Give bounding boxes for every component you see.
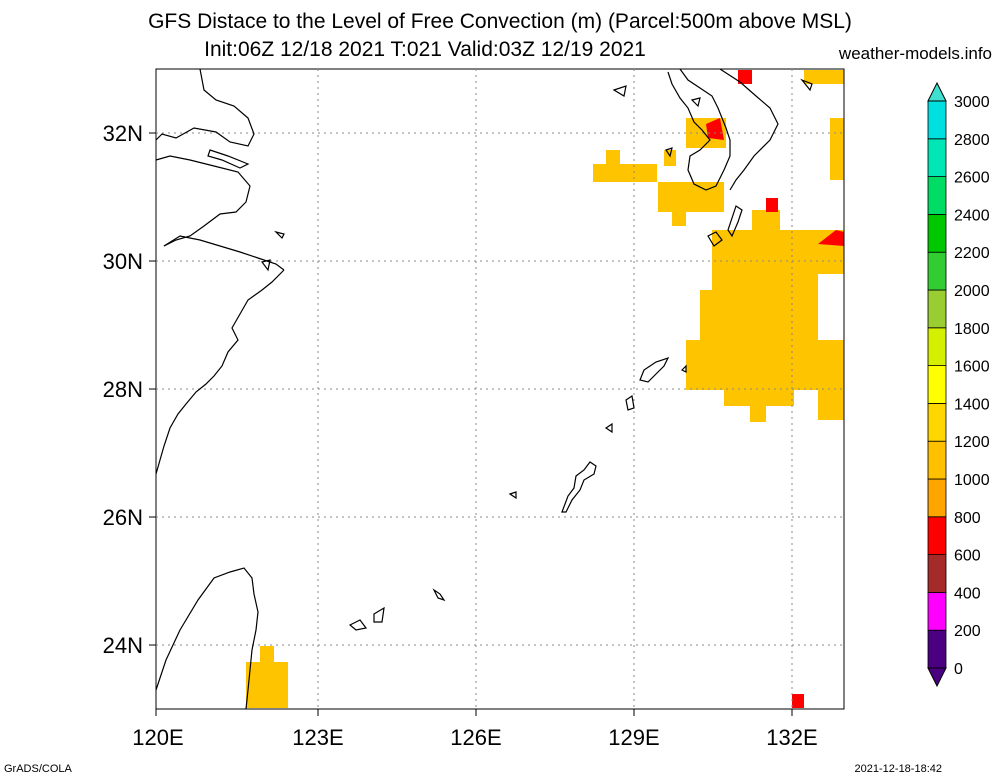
shade-area [664, 150, 676, 166]
colorbar-label: 1400 [954, 396, 990, 413]
shade-area [818, 230, 844, 246]
colorbar-label: 200 [954, 623, 981, 640]
lat-label: 32N [103, 121, 143, 146]
title-line1: GFS Distace to the Level of Free Convect… [148, 10, 852, 33]
title-line2: Init:06Z 12/18 2021 T:021 Valid:03Z 12/1… [204, 38, 646, 61]
footer-credit: GrADS/COLA [4, 763, 72, 775]
shade-area [738, 70, 752, 84]
colorbar: 0 200 400 600 800 1000 1200 1400 1600 1800 2000 220… [927, 81, 990, 688]
shade-area [686, 340, 844, 390]
shade-area [593, 164, 657, 182]
colorbar-label: 2400 [954, 207, 990, 224]
shade-area [658, 182, 724, 212]
colorbar-label: 800 [954, 510, 981, 527]
shade-area [792, 694, 804, 708]
shade-area [724, 390, 794, 406]
colorbar-label: 1000 [954, 472, 990, 489]
colorbar-band [927, 554, 947, 593]
shade-area [672, 212, 686, 226]
shade-area [818, 248, 844, 274]
shade-area [606, 150, 620, 166]
colorbar-band [927, 402, 947, 442]
colorbar-band [927, 365, 947, 404]
shade-area [780, 230, 844, 248]
shade-area [706, 118, 724, 140]
lon-label: 126E [450, 725, 501, 750]
colorbar-band [927, 138, 947, 178]
colorbar-band [927, 478, 947, 518]
colorbar-band [927, 592, 947, 631]
shade-area [700, 290, 818, 340]
shade-area [246, 662, 288, 708]
shade-area [830, 118, 844, 180]
colorbar-label: 1800 [954, 321, 990, 338]
lat-label: 24N [103, 633, 143, 658]
shade-area [804, 70, 844, 84]
colorbar-label: 3000 [954, 94, 990, 111]
lat-label: 30N [103, 249, 143, 274]
colorbar-band [927, 100, 947, 140]
shade-area [766, 198, 778, 212]
shade-area [260, 646, 274, 664]
footer-timestamp: 2021-12-18-18:42 [854, 763, 942, 775]
ticks [149, 132, 793, 716]
shade-area [752, 210, 780, 232]
colorbar-band [927, 289, 947, 329]
colorbar-band [927, 251, 947, 291]
lon-label: 132E [766, 725, 817, 750]
lat-label: 28N [103, 377, 143, 402]
colorbar-band [927, 629, 947, 669]
colorbar-label: 2200 [954, 245, 990, 262]
colorbar-band [927, 440, 947, 480]
colorbar-label: 1600 [954, 359, 990, 376]
coastlines [155, 68, 813, 710]
shade-area [818, 340, 844, 420]
lon-label: 129E [608, 725, 659, 750]
lon-label: 120E [132, 725, 183, 750]
colorbar-label: 400 [954, 585, 981, 602]
lon-label: 123E [292, 725, 343, 750]
colorbar-label: 2000 [954, 283, 990, 300]
colorbar-label: 0 [954, 661, 963, 678]
lat-label: 26N [103, 505, 143, 530]
colorbar-label: 1200 [954, 434, 990, 451]
colorbar-label: 2600 [954, 170, 990, 187]
colorbar-label: 2800 [954, 132, 990, 149]
colorbar-bottom-arrow [927, 667, 947, 688]
shade-area [686, 118, 726, 148]
colorbar-top-arrow [927, 81, 947, 102]
plot-frame [155, 68, 845, 710]
shaded-regions [246, 70, 844, 708]
colorbar-band [927, 327, 947, 366]
shade-area [750, 406, 766, 422]
colorbar-band [927, 213, 947, 253]
colorbar-band [927, 176, 947, 215]
colorbar-band [927, 516, 947, 555]
site-label: weather-models.info [838, 44, 992, 63]
gridlines [156, 69, 844, 709]
colorbar-label: 600 [954, 548, 981, 565]
shade-area [712, 230, 818, 290]
